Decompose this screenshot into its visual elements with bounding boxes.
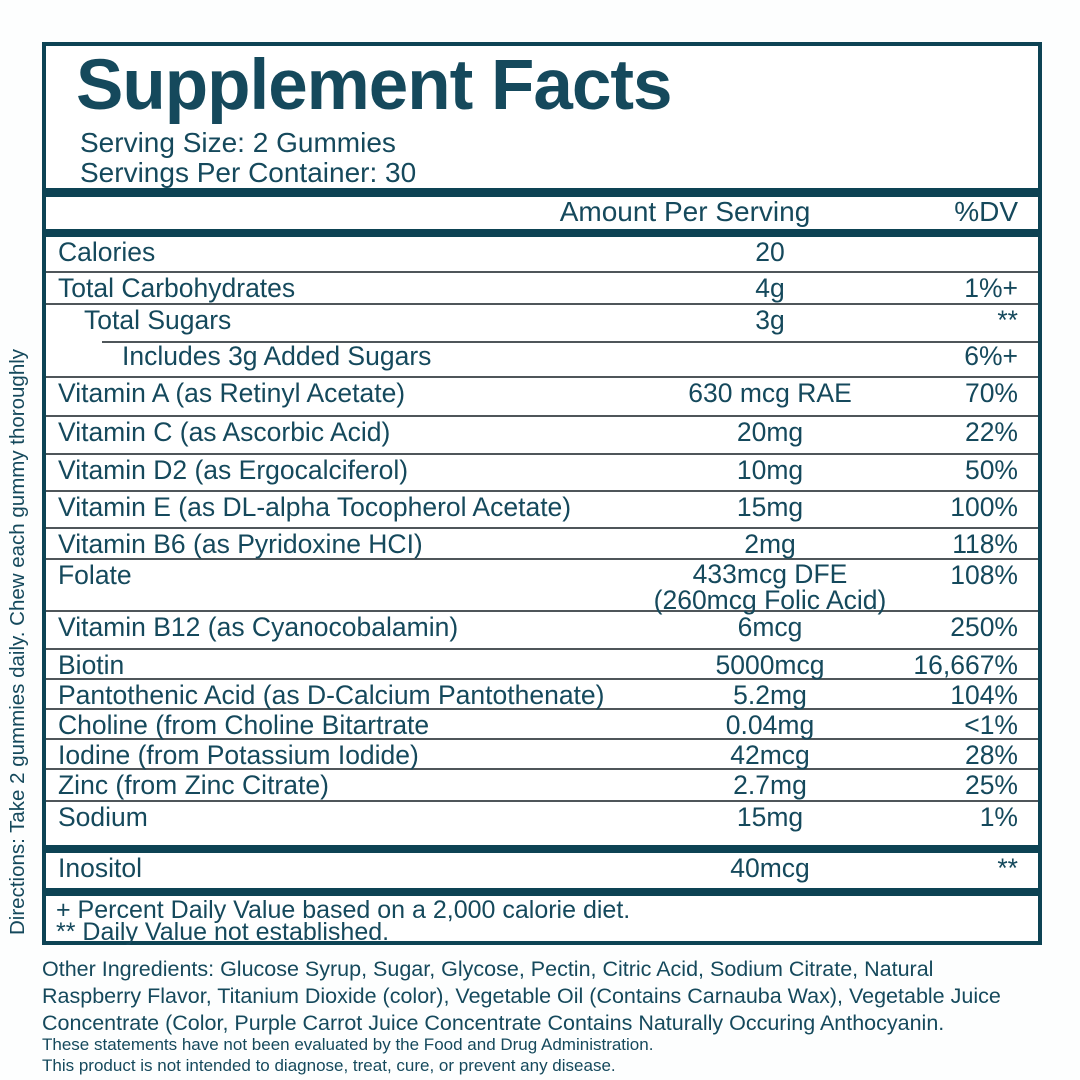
thick-divider-header [46, 229, 1038, 237]
nutrient-amount-line1: 433mcg DFE [692, 559, 848, 589]
nutrient-amount: 15mg [736, 492, 804, 522]
nutrient-label: Vitamin D2 (as Ergocalciferol) [58, 455, 409, 485]
nutrient-label: Biotin [58, 650, 125, 680]
nutrient-dv: 16,667% [913, 650, 1018, 680]
table-row-folate: Folate 433mcg DFE (260mcg Folic Acid) 10… [46, 558, 1038, 615]
nutrient-amount: 2mg [744, 529, 796, 559]
nutrient-label: Folate [58, 560, 132, 590]
disclaimer-line1: These statements have not been evaluated… [42, 1035, 654, 1054]
nutrient-dv: 1%+ [964, 273, 1018, 303]
nutrient-amount: 0.04mg [725, 710, 815, 740]
nutrient-dv: ** [997, 305, 1018, 335]
nutrient-amount: 4g [755, 273, 785, 303]
footnote-not-established: ** Daily Value not established. [56, 917, 390, 946]
thick-divider-top [46, 188, 1038, 197]
nutrient-dv: 28% [964, 740, 1018, 770]
nutrient-dv: 104% [950, 680, 1018, 710]
table-row-total-carbohydrates: Total Carbohydrates 4g 1%+ [46, 271, 1038, 303]
nutrient-label: Vitamin B6 (as Pyridoxine HCI) [58, 529, 423, 559]
footnotes: + Percent Daily Value based on a 2,000 c… [46, 896, 1038, 946]
directions-vertical-text: Directions: Take 2 gummies daily. Chew e… [6, 348, 29, 935]
other-ingredients-line1: Other Ingredients: Glucose Syrup, Sugar,… [42, 957, 934, 981]
serving-size: Serving Size: 2 Gummies [80, 127, 396, 158]
nutrient-dv: 108% [950, 560, 1018, 590]
nutrient-amount: 3g [755, 305, 785, 335]
other-ingredients-line3: Concentrate (Color, Purple Carrot Juice … [42, 1011, 945, 1035]
nutrient-dv: ** [997, 853, 1018, 883]
fda-disclaimer: These statements have not been evaluated… [42, 1034, 653, 1076]
nutrient-dv: 6%+ [964, 341, 1018, 371]
nutrient-dv: 50% [964, 455, 1018, 485]
footnote-daily-value: + Percent Daily Value based on a 2,000 c… [56, 896, 631, 924]
disclaimer-line2: This product is not intended to diagnose… [42, 1056, 616, 1075]
nutrient-amount: 5000mcg [715, 650, 825, 680]
nutrient-amount: 6mcg [737, 612, 803, 642]
nutrient-amount: 2.7mg [733, 770, 807, 800]
nutrient-dv: 1% [979, 802, 1018, 832]
table-row-total-sugars: Total Sugars 3g ** [46, 303, 1038, 341]
nutrient-amount: 10mg [736, 455, 804, 485]
table-row-vitamin-a: Vitamin A (as Retinyl Acetate) 630 mcg R… [46, 376, 1038, 415]
nutrient-dv: 250% [950, 612, 1018, 642]
page-title: Supplement Facts [76, 46, 673, 125]
table-row-calories: Calories 20 [46, 237, 1038, 271]
nutrient-amount: 40mcg [730, 853, 810, 883]
nutrient-dv: 70% [964, 378, 1018, 408]
table-row-iodine: Iodine (from Potassium Iodide) 42mcg 28% [46, 738, 1038, 770]
nutrient-label: Total Sugars [84, 305, 232, 335]
dv-column-header: %DV [954, 196, 1018, 227]
table-row-zinc: Zinc (from Zinc Citrate) 2.7mg 25% [46, 768, 1038, 800]
nutrient-amount: 42mcg [730, 740, 810, 770]
table-row-vitamin-b6: Vitamin B6 (as Pyridoxine HCI) 2mg 118% [46, 527, 1038, 558]
nutrient-dv: 118% [952, 529, 1018, 559]
nutrient-amount: 433mcg DFE (260mcg Folic Acid) [640, 559, 900, 615]
nutrient-label: Iodine (from Potassium Iodide) [58, 740, 419, 770]
table-row-inositol: Inositol 40mcg ** [46, 853, 1038, 888]
nutrient-dv: 22% [964, 417, 1018, 447]
nutrient-amount: 5.2mg [733, 680, 807, 710]
table-row-added-sugars: Includes 3g Added Sugars 6%+ [46, 341, 1038, 376]
supplement-facts-panel: Supplement Facts Serving Size: 2 Gummies… [42, 42, 1042, 945]
nutrient-label: Calories [58, 237, 156, 267]
nutrient-dv: <1% [964, 710, 1018, 740]
table-row-pantothenic-acid: Pantothenic Acid (as D-Calcium Pantothen… [46, 678, 1038, 710]
table-row-vitamin-b12: Vitamin B12 (as Cyanocobalamin) 6mcg 250… [46, 610, 1038, 648]
nutrient-amount: 20 [755, 237, 785, 267]
nutrient-dv: 25% [964, 770, 1018, 800]
nutrient-amount: 15mg [736, 802, 804, 832]
table-row-vitamin-c: Vitamin C (as Ascorbic Acid) 20mg 22% [46, 415, 1038, 453]
nutrient-amount: 20mg [736, 417, 804, 447]
nutrient-label: Sodium [58, 802, 148, 832]
nutrient-label: Vitamin A (as Retinyl Acetate) [58, 378, 406, 408]
table-header-row: Amount Per Serving %DV [46, 197, 1038, 229]
thick-divider-inositol [46, 845, 1038, 853]
other-ingredients-line2: Raspberry Flavor, Titanium Dioxide (colo… [42, 984, 1001, 1008]
nutrient-label: Vitamin B12 (as Cyanocobalamin) [58, 612, 459, 642]
servings-per-container: Servings Per Container: 30 [80, 157, 417, 188]
nutrient-label: Includes 3g Added Sugars [122, 341, 432, 371]
nutrient-label: Total Carbohydrates [58, 273, 296, 303]
nutrient-label: Pantothenic Acid (as D-Calcium Pantothen… [58, 680, 605, 710]
other-ingredients: Other Ingredients: Glucose Syrup, Sugar,… [42, 956, 1078, 1037]
table-row-vitamin-d2: Vitamin D2 (as Ergocalciferol) 10mg 50% [46, 453, 1038, 490]
thick-divider-footnotes [46, 888, 1038, 896]
table-row-vitamin-e: Vitamin E (as DL-alpha Tocopherol Acetat… [46, 490, 1038, 527]
nutrient-amount-line2: (260mcg Folic Acid) [653, 585, 887, 615]
nutrient-label: Zinc (from Zinc Citrate) [58, 770, 329, 800]
table-row-biotin: Biotin 5000mcg 16,667% [46, 648, 1038, 680]
nutrient-label: Vitamin E (as DL-alpha Tocopherol Acetat… [58, 492, 572, 522]
nutrient-label: Choline (from Choline Bitartrate [58, 710, 430, 740]
nutrient-label: Vitamin C (as Ascorbic Acid) [58, 417, 391, 447]
nutrient-amount: 630 mcg RAE [688, 378, 852, 408]
nutrient-label: Inositol [58, 853, 142, 883]
table-row-sodium: Sodium 15mg 1% [46, 800, 1038, 845]
nutrient-dv: 100% [950, 492, 1018, 522]
amount-column-header: Amount Per Serving [559, 196, 811, 227]
table-row-choline: Choline (from Choline Bitartrate 0.04mg … [46, 708, 1038, 740]
